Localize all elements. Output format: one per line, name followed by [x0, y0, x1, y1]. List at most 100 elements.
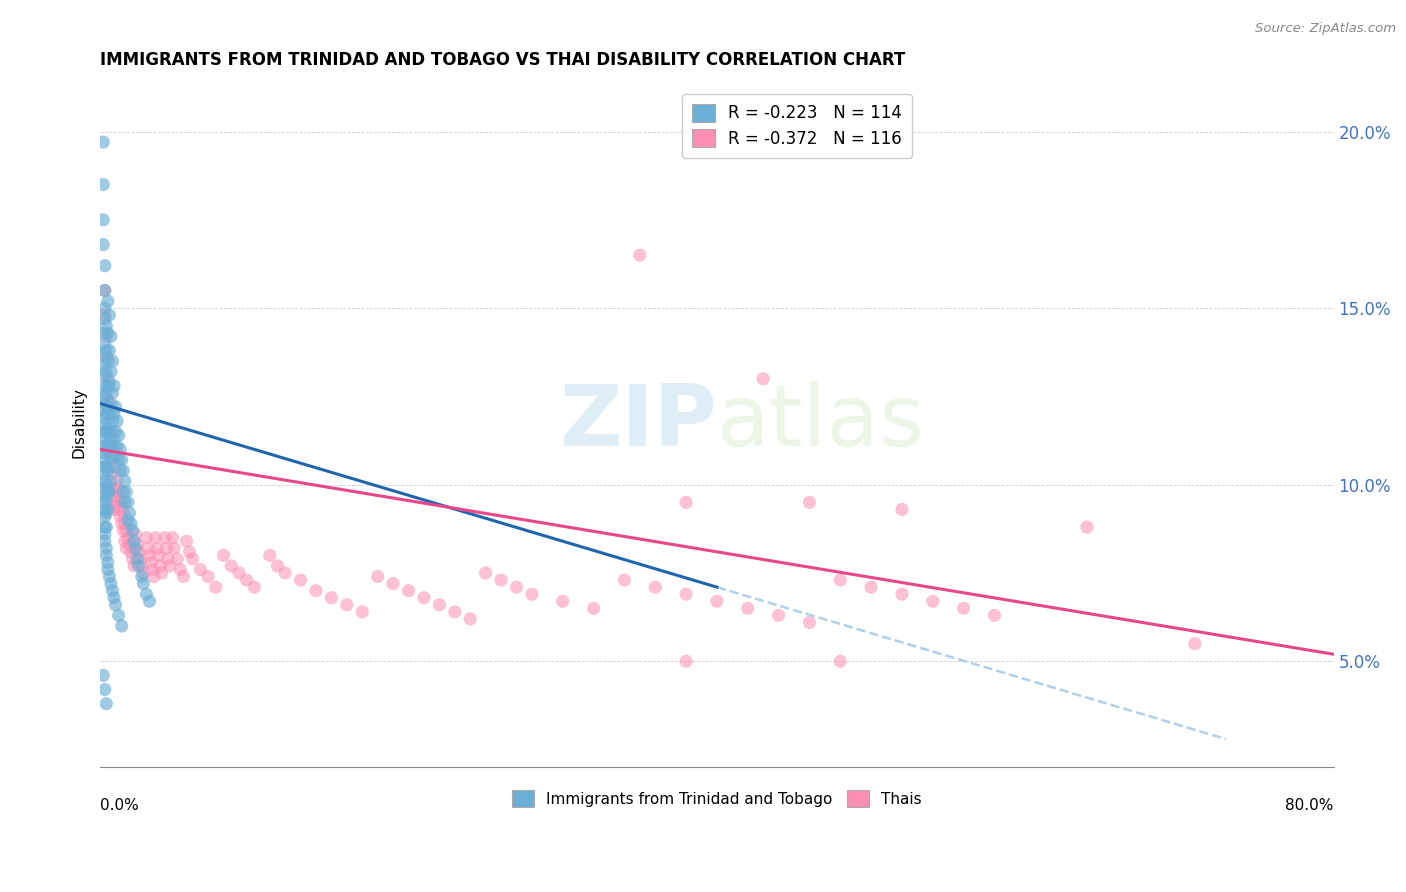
- Point: [98, 484, 121, 499]
- Point: [94, 432, 117, 446]
- Point: [103, 491, 125, 506]
- Point: [96, 318, 118, 333]
- Point: [138, 549, 160, 563]
- Point: [104, 481, 127, 495]
- Point: [94, 534, 117, 549]
- Point: [172, 569, 194, 583]
- Point: [117, 531, 139, 545]
- Point: [860, 580, 883, 594]
- Point: [115, 484, 138, 499]
- Point: [96, 425, 118, 439]
- Point: [235, 573, 257, 587]
- Point: [97, 562, 120, 576]
- Point: [124, 527, 146, 541]
- Point: [96, 520, 118, 534]
- Point: [118, 538, 141, 552]
- Point: [104, 425, 127, 439]
- Point: [94, 259, 117, 273]
- Point: [321, 591, 343, 605]
- Point: [153, 531, 176, 545]
- Point: [100, 450, 122, 464]
- Point: [107, 428, 129, 442]
- Point: [188, 562, 211, 576]
- Point: [100, 439, 122, 453]
- Point: [1184, 637, 1206, 651]
- Point: [94, 439, 117, 453]
- Point: [259, 549, 281, 563]
- Point: [100, 425, 122, 439]
- Point: [149, 558, 172, 573]
- Point: [176, 534, 198, 549]
- Point: [675, 495, 697, 509]
- Point: [135, 587, 157, 601]
- Point: [105, 491, 128, 506]
- Point: [520, 587, 543, 601]
- Point: [94, 368, 117, 383]
- Point: [505, 580, 527, 594]
- Point: [413, 591, 436, 605]
- Point: [136, 541, 159, 556]
- Point: [100, 576, 122, 591]
- Point: [97, 326, 120, 340]
- Point: [94, 520, 117, 534]
- Point: [114, 534, 136, 549]
- Point: [135, 531, 157, 545]
- Point: [101, 385, 124, 400]
- Point: [128, 545, 150, 559]
- Point: [127, 538, 149, 552]
- Point: [1076, 520, 1098, 534]
- Point: [124, 541, 146, 556]
- Point: [97, 502, 120, 516]
- Point: [94, 682, 117, 697]
- Point: [94, 467, 117, 482]
- Point: [97, 392, 120, 407]
- Point: [97, 556, 120, 570]
- Point: [104, 460, 127, 475]
- Point: [169, 562, 191, 576]
- Point: [111, 499, 134, 513]
- Point: [94, 301, 117, 315]
- Point: [96, 506, 118, 520]
- Point: [489, 573, 512, 587]
- Point: [94, 284, 117, 298]
- Point: [96, 351, 118, 365]
- Point: [94, 403, 117, 417]
- Point: [921, 594, 943, 608]
- Point: [98, 407, 121, 421]
- Point: [101, 414, 124, 428]
- Point: [101, 467, 124, 482]
- Point: [96, 541, 118, 556]
- Point: [108, 442, 131, 457]
- Point: [117, 495, 139, 509]
- Point: [582, 601, 605, 615]
- Point: [94, 509, 117, 524]
- Point: [148, 549, 170, 563]
- Point: [551, 594, 574, 608]
- Point: [100, 474, 122, 488]
- Point: [179, 545, 201, 559]
- Point: [91, 237, 114, 252]
- Point: [96, 407, 118, 421]
- Point: [127, 552, 149, 566]
- Point: [799, 495, 821, 509]
- Point: [94, 326, 117, 340]
- Point: [111, 516, 134, 531]
- Point: [94, 495, 117, 509]
- Point: [103, 591, 125, 605]
- Point: [96, 491, 118, 506]
- Point: [104, 450, 127, 464]
- Point: [111, 453, 134, 467]
- Point: [112, 506, 135, 520]
- Point: [352, 605, 374, 619]
- Point: [181, 552, 204, 566]
- Point: [890, 587, 912, 601]
- Point: [94, 379, 117, 393]
- Point: [115, 524, 138, 538]
- Point: [112, 464, 135, 478]
- Point: [97, 294, 120, 309]
- Point: [98, 407, 121, 421]
- Point: [103, 432, 125, 446]
- Point: [117, 513, 139, 527]
- Point: [107, 608, 129, 623]
- Point: [98, 425, 121, 439]
